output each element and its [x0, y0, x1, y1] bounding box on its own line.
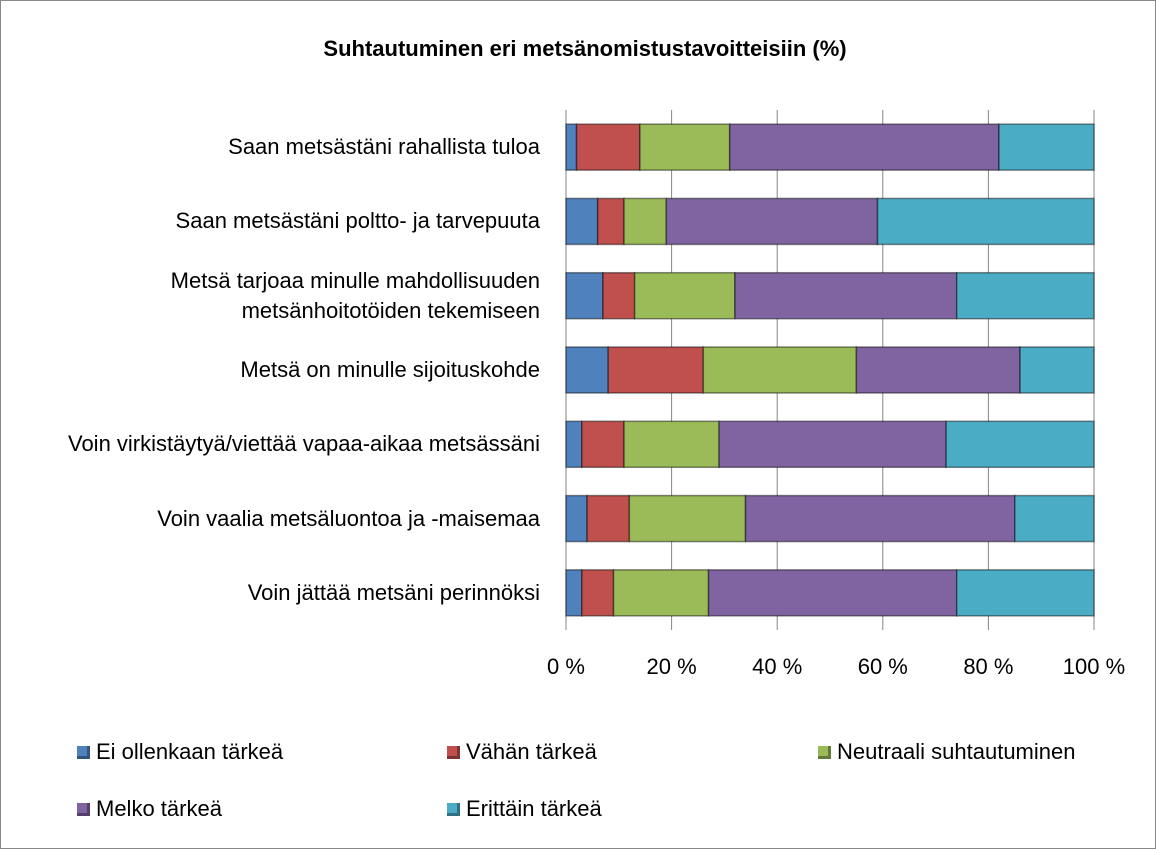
bar-segment [707, 569, 958, 617]
bar-segment [581, 420, 625, 469]
bar-segment [565, 494, 588, 543]
x-tick-label: 20 % [647, 654, 697, 679]
legend-label: Neutraali suhtautuminen [837, 739, 1076, 764]
chart-title: Suhtautuminen eri metsänomistustavoittei… [323, 36, 846, 61]
bar-segment [565, 197, 599, 246]
bar-segment [602, 271, 636, 320]
bar-segment [633, 271, 736, 320]
y-tick-label: Voin vaalia metsäluontoa ja -maisemaa [157, 505, 540, 531]
legend-item: Vähän tärkeä [447, 739, 597, 765]
legend-label: Melko tärkeä [96, 796, 222, 821]
x-tick-label: 0 % [547, 654, 585, 679]
bar-segment [586, 494, 631, 543]
bar-segment [565, 420, 583, 469]
y-tick-label: Metsä tarjoaa minulle mahdollisuuden met… [170, 267, 540, 323]
legend-swatch [77, 802, 90, 816]
bar-segment [955, 271, 1095, 320]
bar-segment [855, 346, 1021, 394]
bar-segment [998, 123, 1095, 171]
bar-segment [581, 569, 615, 617]
bar-segment [876, 197, 1095, 246]
bar-segment [565, 123, 578, 171]
bar-segment [702, 346, 858, 394]
legend-item: Erittäin tärkeä [447, 796, 602, 822]
bar-segment [718, 420, 947, 469]
y-tick-label: Voin jättää metsäni perinnöksi [247, 579, 540, 605]
bar-segment [612, 569, 710, 617]
x-tick-label: 40 % [752, 654, 802, 679]
x-tick-label: 60 % [858, 654, 908, 679]
bar-segment [945, 420, 1095, 469]
bar-segment [734, 271, 958, 320]
legend-swatch [447, 802, 460, 816]
bar-segment [744, 494, 1016, 543]
bar-segment [565, 271, 604, 320]
x-tick-label: 80 % [963, 654, 1013, 679]
bar-segment [1014, 494, 1095, 543]
bar-segment [628, 494, 747, 543]
bar-segment [623, 420, 720, 469]
bar-segment [623, 197, 668, 246]
legend-swatch [77, 745, 90, 759]
legend-item: Neutraali suhtautuminen [818, 739, 1075, 765]
legend-item: Melko tärkeä [77, 796, 222, 822]
legend-item: Ei ollenkaan tärkeä [77, 739, 283, 765]
y-tick-label: Saan metsästäni rahallista tuloa [228, 134, 540, 160]
x-tick-label: 100 % [1063, 654, 1125, 679]
y-tick-label: Metsä on minulle sijoituskohde [240, 357, 540, 382]
bar-segment [565, 569, 583, 617]
legend-swatch [818, 745, 831, 759]
y-tick-label: Saan metsästäni poltto- ja tarvepuuta [175, 208, 540, 234]
legend-label: Erittäin tärkeä [466, 796, 602, 821]
bar-segment [575, 123, 641, 171]
legend-label: Vähän tärkeä [466, 739, 597, 764]
bar-segment [1019, 346, 1095, 394]
y-tick-label: Voin virkistäytyä/viettää vapaa-aikaa me… [67, 431, 540, 457]
bar-segment [955, 569, 1095, 617]
bar-segment [728, 123, 1000, 171]
bar-segment [639, 123, 731, 171]
bar-segment [565, 346, 609, 394]
legend-swatch [447, 745, 460, 759]
legend-label: Ei ollenkaan tärkeä [96, 739, 284, 764]
bar-segment [607, 346, 705, 394]
bar-segment [665, 197, 879, 246]
bar-segment [596, 197, 625, 246]
